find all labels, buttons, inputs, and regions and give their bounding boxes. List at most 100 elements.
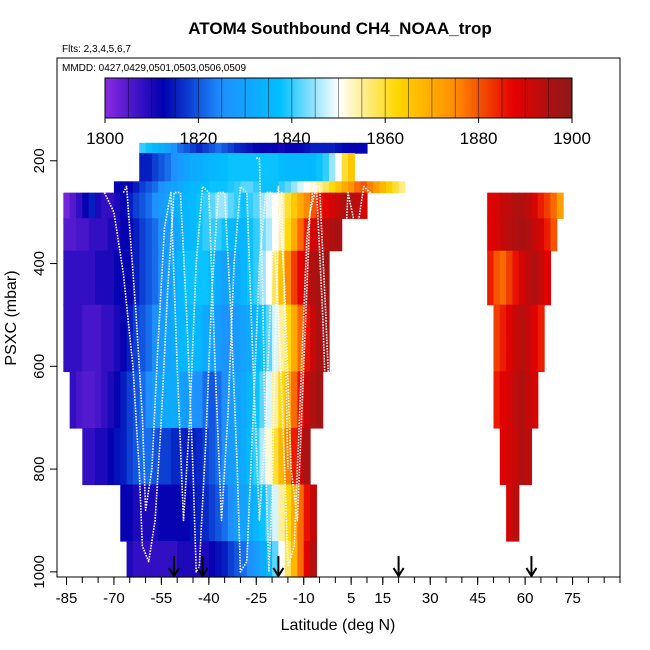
heatmap-cell	[272, 181, 280, 194]
heatmap-cell	[284, 218, 292, 252]
heatmap-cell	[506, 371, 514, 429]
heatmap-cell	[385, 181, 393, 194]
heatmap-cell	[208, 371, 216, 429]
heatmap-cell	[259, 427, 267, 486]
heatmap-cell	[550, 218, 558, 252]
heatmap-cell	[322, 142, 330, 154]
heatmap-cell	[253, 541, 261, 578]
heatmap-cell	[303, 250, 311, 306]
heatmap-cell	[316, 371, 324, 429]
heatmap-cell	[208, 484, 216, 542]
heatmap-cell	[246, 484, 254, 542]
heatmap-cell	[347, 142, 355, 154]
heatmap-cell	[278, 142, 286, 154]
heatmap-cell	[240, 192, 248, 219]
heatmap-cell	[183, 250, 191, 306]
heatmap-cell	[189, 250, 197, 306]
profile-marker-arrow	[196, 556, 209, 578]
heatmap-cell	[208, 427, 216, 486]
heatmap-cell	[189, 484, 197, 542]
heatmap-cell	[196, 250, 204, 306]
heatmap-cell	[265, 484, 273, 542]
heatmap-cell	[240, 142, 248, 154]
heatmap-cell	[556, 192, 564, 219]
heatmap-cell	[265, 371, 273, 429]
heatmap-cell	[132, 181, 140, 194]
heatmap-cell	[310, 541, 317, 578]
x-tick-label: 75	[564, 590, 581, 607]
heatmap-cell	[291, 142, 298, 154]
heatmap-cell	[398, 181, 406, 194]
heatmap-cell	[240, 250, 248, 306]
heatmap-cell	[240, 427, 248, 486]
heatmap-cell	[151, 181, 159, 194]
heatmap-cell	[284, 304, 292, 373]
heatmap-cell	[183, 192, 191, 219]
heatmap-cell	[303, 153, 311, 182]
heatmap-cell	[177, 153, 185, 182]
heatmap-cell	[354, 181, 362, 194]
heatmap-cell	[170, 192, 178, 219]
heatmap-cell	[151, 153, 159, 182]
heatmap-cell	[297, 218, 305, 252]
heatmap-cell	[240, 153, 248, 182]
heatmap-cell	[310, 484, 317, 542]
heatmap-cell	[145, 371, 153, 429]
heatmap-cell	[88, 304, 96, 373]
heatmap-cell	[196, 192, 204, 219]
heatmap-cell	[170, 250, 178, 306]
heatmap-cell	[113, 304, 121, 373]
heatmap-cell	[158, 541, 166, 578]
heatmap-cell	[259, 142, 267, 154]
heatmap-cell	[227, 541, 235, 578]
heatmap-cell	[379, 181, 387, 194]
y-tick-label: 800	[31, 457, 48, 482]
heatmap-cell	[94, 427, 102, 486]
heatmap-cell	[158, 142, 166, 154]
heatmap-cell	[183, 371, 191, 429]
heatmap-cell	[164, 218, 172, 252]
flight-track-line	[103, 185, 384, 573]
heatmap-cell	[246, 427, 254, 486]
heatmap-cell	[158, 192, 166, 219]
heatmap-cell	[75, 250, 83, 306]
heatmap-cell	[164, 153, 172, 182]
heatmap-cell	[265, 250, 273, 306]
heatmap-cell	[113, 218, 121, 252]
heatmap-cell	[221, 541, 229, 578]
heatmap-cell	[170, 484, 178, 542]
heatmap-cell	[82, 304, 90, 373]
heatmap-cell	[259, 484, 267, 542]
heatmap-cell	[265, 427, 273, 486]
heatmap-cell	[272, 192, 280, 219]
heatmap-cell	[101, 427, 109, 486]
heatmap-cell	[227, 427, 235, 486]
heatmap-cell	[354, 192, 362, 219]
heatmap-cell	[291, 250, 298, 306]
heatmap-cell	[183, 218, 191, 252]
heatmap-cell	[132, 192, 140, 219]
heatmap-cell	[126, 371, 134, 429]
heatmap-cell	[139, 371, 147, 429]
heatmap-cell	[525, 250, 533, 306]
heatmap-cell	[145, 153, 153, 182]
heatmap-cell	[487, 192, 495, 219]
heatmap-cell	[120, 218, 128, 252]
heatmap-cell	[310, 371, 317, 429]
heatmap-cell	[493, 192, 501, 219]
heatmap-cell	[170, 181, 178, 194]
heatmap-cell	[278, 427, 286, 486]
heatmap-cell	[347, 153, 355, 182]
heatmap-cell	[329, 142, 336, 154]
heatmap-cell	[506, 250, 514, 306]
heatmap-cell	[518, 304, 526, 373]
x-tick-label: -55	[151, 590, 173, 607]
heatmap-cell	[253, 218, 261, 252]
heatmap-cell	[234, 371, 242, 429]
heatmap-cell	[132, 427, 140, 486]
flight-tracks	[103, 157, 406, 573]
heatmap-cell	[240, 484, 248, 542]
heatmap-cell	[158, 218, 166, 252]
heatmap-cell	[164, 142, 172, 154]
